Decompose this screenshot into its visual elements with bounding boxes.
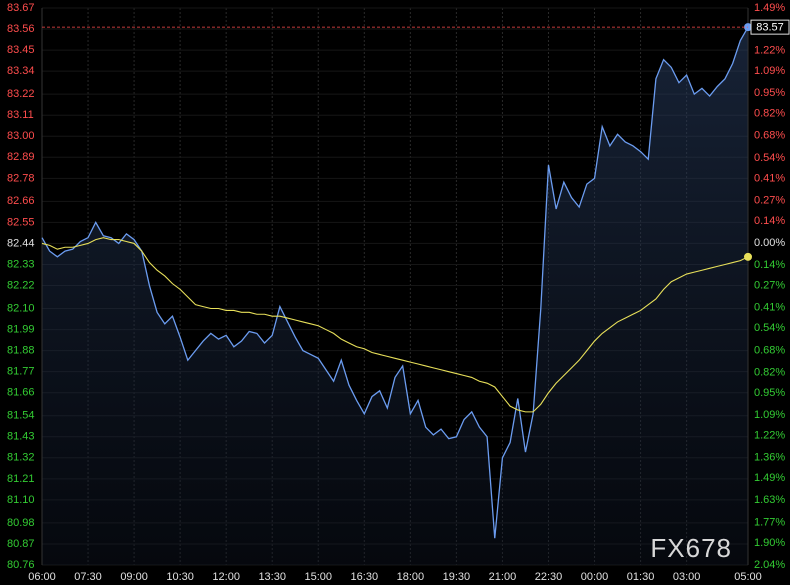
- y-tick-label: 82.33: [7, 258, 35, 270]
- y2-tick-label: 1.09%: [754, 409, 785, 421]
- y-tick-label: 81.88: [7, 345, 35, 357]
- x-tick-label: 13:30: [258, 571, 286, 583]
- y-tick-label: 83.56: [7, 23, 35, 35]
- x-tick-label: 06:00: [28, 571, 56, 583]
- y-tick-label: 83.67: [7, 2, 35, 14]
- y2-tick-label: 0.68%: [754, 130, 785, 142]
- x-tick-label: 00:00: [581, 571, 609, 583]
- y2-tick-label: 0.95%: [754, 387, 785, 399]
- y-tick-label: 82.55: [7, 216, 35, 228]
- y2-tick-label: 1.63%: [754, 494, 785, 506]
- y2-tick-label: 0.14%: [754, 215, 785, 227]
- y2-tick-label: 0.27%: [754, 194, 785, 206]
- y-tick-label: 82.22: [7, 279, 35, 291]
- x-tick-label: 12:00: [212, 571, 240, 583]
- y-tick-label: 81.43: [7, 431, 35, 443]
- y-tick-label: 82.44: [7, 237, 35, 249]
- x-tick-label: 05:00: [734, 571, 762, 583]
- x-tick-label: 19:30: [443, 571, 471, 583]
- x-tick-label: 18:00: [397, 571, 425, 583]
- y-tick-label: 80.98: [7, 517, 35, 529]
- last-price-box: [750, 19, 790, 35]
- y-tick-label: 83.22: [7, 88, 35, 100]
- y2-tick-label: 0.95%: [754, 87, 785, 99]
- y-tick-label: 83.45: [7, 44, 35, 56]
- last-price-label: 83.57: [756, 22, 784, 34]
- y-tick-label: 83.00: [7, 130, 35, 142]
- price-line: [41, 26, 749, 539]
- y-tick-label: 82.89: [7, 151, 35, 163]
- watermark: FX678: [650, 533, 732, 563]
- y-tick-label: 80.87: [7, 538, 35, 550]
- x-tick-label: 21:00: [489, 571, 517, 583]
- end-dot: [744, 252, 752, 261]
- y2-tick-label: 0.41%: [754, 302, 785, 314]
- x-tick-label: 03:00: [673, 571, 701, 583]
- y2-tick-label: 1.77%: [754, 516, 785, 528]
- y2-tick-label: 0.68%: [754, 344, 785, 356]
- y-tick-label: 80.76: [7, 559, 35, 571]
- y-tick-label: 81.32: [7, 452, 35, 464]
- x-tick-label: 15:00: [304, 571, 332, 583]
- y-tick-label: 82.66: [7, 195, 35, 207]
- average-line: [41, 237, 749, 413]
- y2-tick-label: 0.54%: [754, 152, 785, 164]
- y2-tick-label: 1.36%: [754, 452, 785, 464]
- y2-tick-label: 0.14%: [754, 259, 785, 271]
- y2-tick-label: 1.22%: [754, 45, 785, 57]
- x-tick-label: 07:30: [74, 571, 102, 583]
- y2-tick-label: 0.00%: [754, 237, 785, 249]
- y2-tick-label: 0.41%: [754, 172, 785, 184]
- y2-tick-label: 1.22%: [754, 430, 785, 442]
- y-tick-label: 82.78: [7, 172, 35, 184]
- y-tick-label: 83.34: [7, 65, 35, 77]
- y2-tick-label: 1.09%: [754, 65, 785, 77]
- x-tick-label: 09:00: [120, 571, 148, 583]
- y2-tick-label: 2.04%: [754, 559, 785, 571]
- y-tick-label: 83.11: [7, 109, 34, 121]
- y2-tick-label: 0.82%: [754, 366, 785, 378]
- y2-tick-label: 1.49%: [754, 472, 785, 484]
- x-tick-label: 16:30: [351, 571, 379, 583]
- y2-tick-label: 1.49%: [754, 2, 785, 14]
- y-tick-label: 81.54: [7, 410, 35, 422]
- y-tick-label: 82.10: [7, 302, 35, 314]
- y-tick-label: 81.21: [7, 473, 35, 485]
- price-area: [42, 27, 748, 565]
- x-tick-label: 10:30: [166, 571, 194, 583]
- y-tick-label: 81.77: [7, 366, 35, 378]
- y2-tick-label: 1.90%: [754, 537, 785, 549]
- y-tick-label: 81.10: [7, 494, 35, 506]
- y-tick-label: 81.99: [7, 323, 35, 335]
- y2-tick-label: 0.54%: [754, 322, 785, 334]
- y-tick-label: 81.66: [7, 387, 35, 399]
- y2-tick-label: 0.27%: [754, 280, 785, 292]
- x-tick-label: 22:30: [535, 571, 563, 583]
- x-tick-label: 01:30: [627, 571, 655, 583]
- y2-tick-label: 0.82%: [754, 108, 785, 120]
